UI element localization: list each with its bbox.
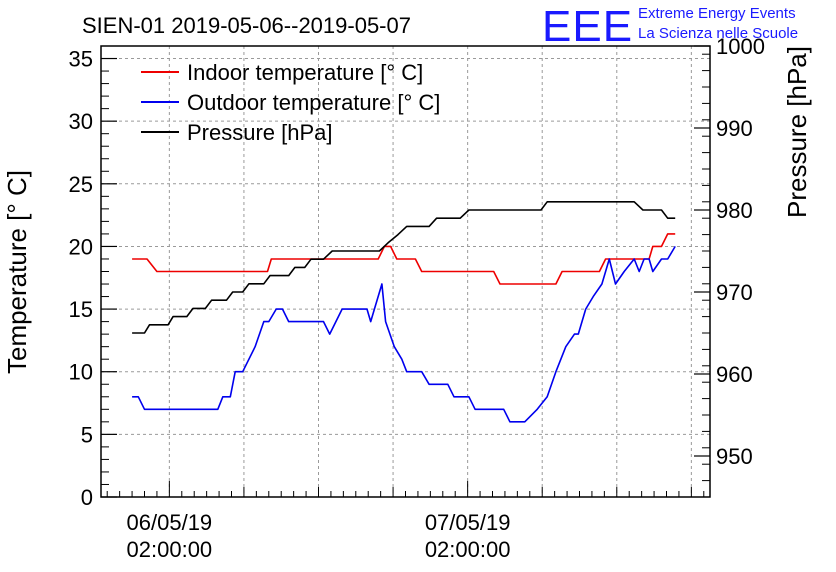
left-tick-label: 20 [69,234,93,259]
left-tick-label: 15 [69,297,93,322]
logo-text: EEE [542,2,633,51]
right-tick-label: 1000 [716,34,765,59]
left-tick-label: 30 [69,109,93,134]
left-axis: 0 5 10 15 20 25 30 35 [69,45,117,510]
series-lines [132,201,676,423]
left-tick-label: 25 [69,172,93,197]
left-tick-label: 0 [81,485,93,510]
x-tick-label-date: 07/05/19 [425,510,511,535]
left-tick-label: 35 [69,47,93,72]
series-line-pressure [132,201,676,334]
series-line-indoor [132,233,676,285]
legend-label: Indoor temperature [° C] [187,60,423,85]
y2-axis-label: Pressure [hPa] [782,46,812,218]
chart-title: SIEN-01 2019-05-06--2019-05-07 [82,13,411,38]
y-axis-label: Temperature [° C] [2,170,32,374]
legend: Indoor temperature [° C] Outdoor temperat… [141,60,440,145]
series-line-outdoor [132,245,676,423]
eee-logo: EEE Extreme Energy Events La Scienza nel… [542,2,798,51]
left-tick-label: 10 [69,360,93,385]
right-tick-label: 990 [716,116,753,141]
right-tick-label: 960 [716,362,753,387]
right-tick-label: 950 [716,444,753,469]
left-tick-label: 5 [81,422,93,447]
right-tick-label: 980 [716,198,753,223]
x-tick-label-time: 02:00:00 [425,537,511,562]
right-axis: 950 960 970 980 990 1000 [694,34,765,498]
legend-label: Pressure [hPa] [187,120,333,145]
brand-line-2: La Scienza nelle Scuole [638,25,798,42]
brand-line-1: Extreme Energy Events [638,5,796,22]
x-tick-label-time: 02:00:00 [127,537,213,562]
legend-label: Outdoor temperature [° C] [187,90,440,115]
right-tick-label: 970 [716,280,753,305]
x-tick-label-date: 06/05/19 [127,510,213,535]
